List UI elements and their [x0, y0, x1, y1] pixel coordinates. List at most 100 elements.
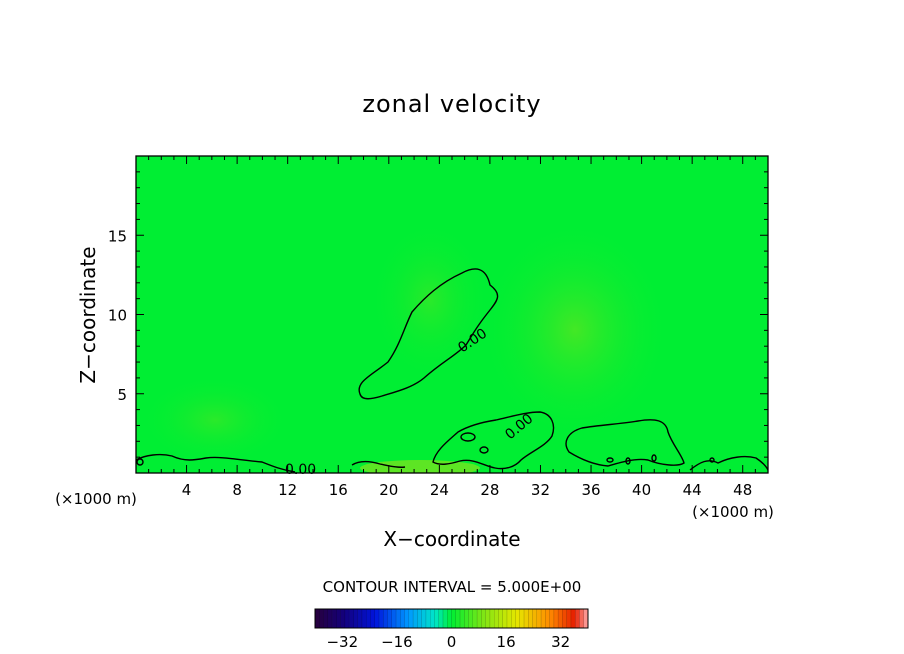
colorbar-swatch: [353, 609, 358, 628]
colorbar-swatch: [413, 609, 418, 628]
colorbar-swatch: [396, 609, 401, 628]
colorbar-swatch: [524, 609, 529, 628]
contour-line-bottom-right: [689, 455, 768, 471]
colorbar-swatch: [494, 609, 499, 628]
colorbar-swatch: [357, 609, 363, 628]
contour-small-closed-6: [136, 458, 144, 466]
colorbar-swatch: [332, 609, 337, 628]
colorbar-swatch: [344, 609, 350, 628]
x-tick-label: 32: [531, 481, 550, 499]
colorbar-swatch: [361, 609, 367, 628]
colorbar-ticks: −32 −16 0 16 32: [326, 633, 570, 651]
y-tick-label: 10: [108, 307, 127, 325]
colorbar-swatch: [442, 609, 448, 628]
y-axis-ticks: 5 10 15: [108, 171, 768, 458]
colorbar-swatch: [319, 609, 324, 628]
x-tick-label: 8: [232, 481, 242, 499]
colorbar-swatch: [349, 609, 354, 628]
colorbar-swatch: [570, 609, 576, 628]
colorbar-swatch: [485, 609, 491, 628]
colorbar-swatch: [532, 609, 538, 628]
colorbar-swatch: [421, 609, 427, 628]
colorbar-swatch: [553, 609, 559, 628]
contour-line-right: [565, 419, 685, 467]
colorbar-swatch: [447, 609, 452, 628]
colorbar-swatch: [400, 609, 405, 628]
colorbar-swatch: [566, 609, 572, 628]
colorbar-swatch: [425, 609, 431, 628]
x-tick-label: 44: [683, 481, 702, 499]
colorbar-swatch: [374, 609, 380, 628]
colorbar-swatch: [502, 609, 508, 628]
colorbar-swatch: [378, 609, 384, 628]
colorbar-swatch: [498, 609, 503, 628]
colorbar-swatch: [536, 609, 542, 628]
colorbar-swatch: [519, 609, 525, 628]
colorbar-swatch: [468, 609, 474, 628]
x-axis-ticks: 4 8 12 16 20 24 28 32 36 40 44 48: [148, 156, 756, 499]
colorbar-swatch: [387, 609, 393, 628]
y-axis-label: Z−coordinate: [76, 246, 100, 383]
contour-small-closed-7: [709, 457, 715, 463]
contour-interval-text: CONTOUR INTERVAL = 5.000E+00: [323, 578, 582, 596]
y-tick-label: 15: [108, 227, 127, 245]
colorbar-swatch: [366, 609, 371, 628]
colorbar-swatch: [583, 609, 589, 628]
colorbar-swatch: [336, 609, 341, 628]
contour-small-closed-3: [606, 457, 614, 463]
colorbar-tick-label: 0: [447, 633, 457, 651]
plot-area: 0.00 0.00 0.00: [135, 155, 769, 478]
colorbar-swatch: [562, 609, 567, 628]
contour-line-bottom-mid: [351, 460, 406, 468]
shading-blob-center: [370, 220, 490, 380]
shading-blob-lower-left: [140, 375, 290, 465]
colorbar-swatch: [579, 609, 585, 628]
colorbar-swatch: [404, 609, 410, 628]
contour-line-upper: [358, 268, 499, 400]
colorbar-tick-label: 32: [551, 633, 570, 651]
contour-small-closed-2: [479, 446, 489, 454]
colorbar-swatch: [515, 609, 521, 628]
x-axis-unit: (×1000 m): [692, 503, 774, 521]
field-shading: [140, 220, 670, 473]
colorbar-swatch: [545, 609, 550, 628]
y-axis-unit: (×1000 m): [55, 490, 137, 508]
colorbar-swatch: [438, 609, 444, 628]
colorbar-swatch: [430, 609, 435, 628]
colorbar-swatch: [575, 609, 580, 628]
colorbar-swatch: [451, 609, 457, 628]
colorbar-tick-label: −32: [326, 633, 358, 651]
colorbar-swatch: [511, 609, 516, 628]
x-tick-label: 36: [581, 481, 600, 499]
contour-line-bottom-left: [136, 453, 296, 473]
colorbar-swatch: [391, 609, 397, 628]
colorbar-swatch: [528, 609, 533, 628]
x-tick-label: 48: [733, 481, 752, 499]
colorbar-swatch: [489, 609, 495, 628]
colorbar-swatch: [481, 609, 486, 628]
x-tick-label: 20: [379, 481, 398, 499]
x-axis-label: X−coordinate: [383, 527, 520, 551]
colorbar-swatch: [340, 609, 346, 628]
colorbar-swatch: [417, 609, 422, 628]
colorbar-swatch: [477, 609, 482, 628]
x-tick-label: 4: [182, 481, 192, 499]
colorbar-swatch: [455, 609, 461, 628]
y-tick-label: 5: [117, 386, 127, 404]
contour-small-closed-4: [625, 457, 631, 465]
colorbar-frame: [314, 608, 589, 629]
colorbar-swatch: [506, 609, 512, 628]
x-tick-label: 16: [329, 481, 348, 499]
x-tick-label: 40: [632, 481, 651, 499]
colorbar-swatch: [460, 609, 465, 628]
colorbar-swatch: [464, 609, 469, 628]
colorbar-swatch: [541, 609, 546, 628]
colorbar-swatch: [383, 609, 388, 628]
colorbar-swatch: [408, 609, 414, 628]
colorbar: [314, 608, 589, 629]
colorbar-swatch: [558, 609, 563, 628]
colorbar-swatch: [327, 609, 333, 628]
colorbar-tick-label: −16: [381, 633, 413, 651]
contour-small-closed-5: [651, 454, 657, 462]
